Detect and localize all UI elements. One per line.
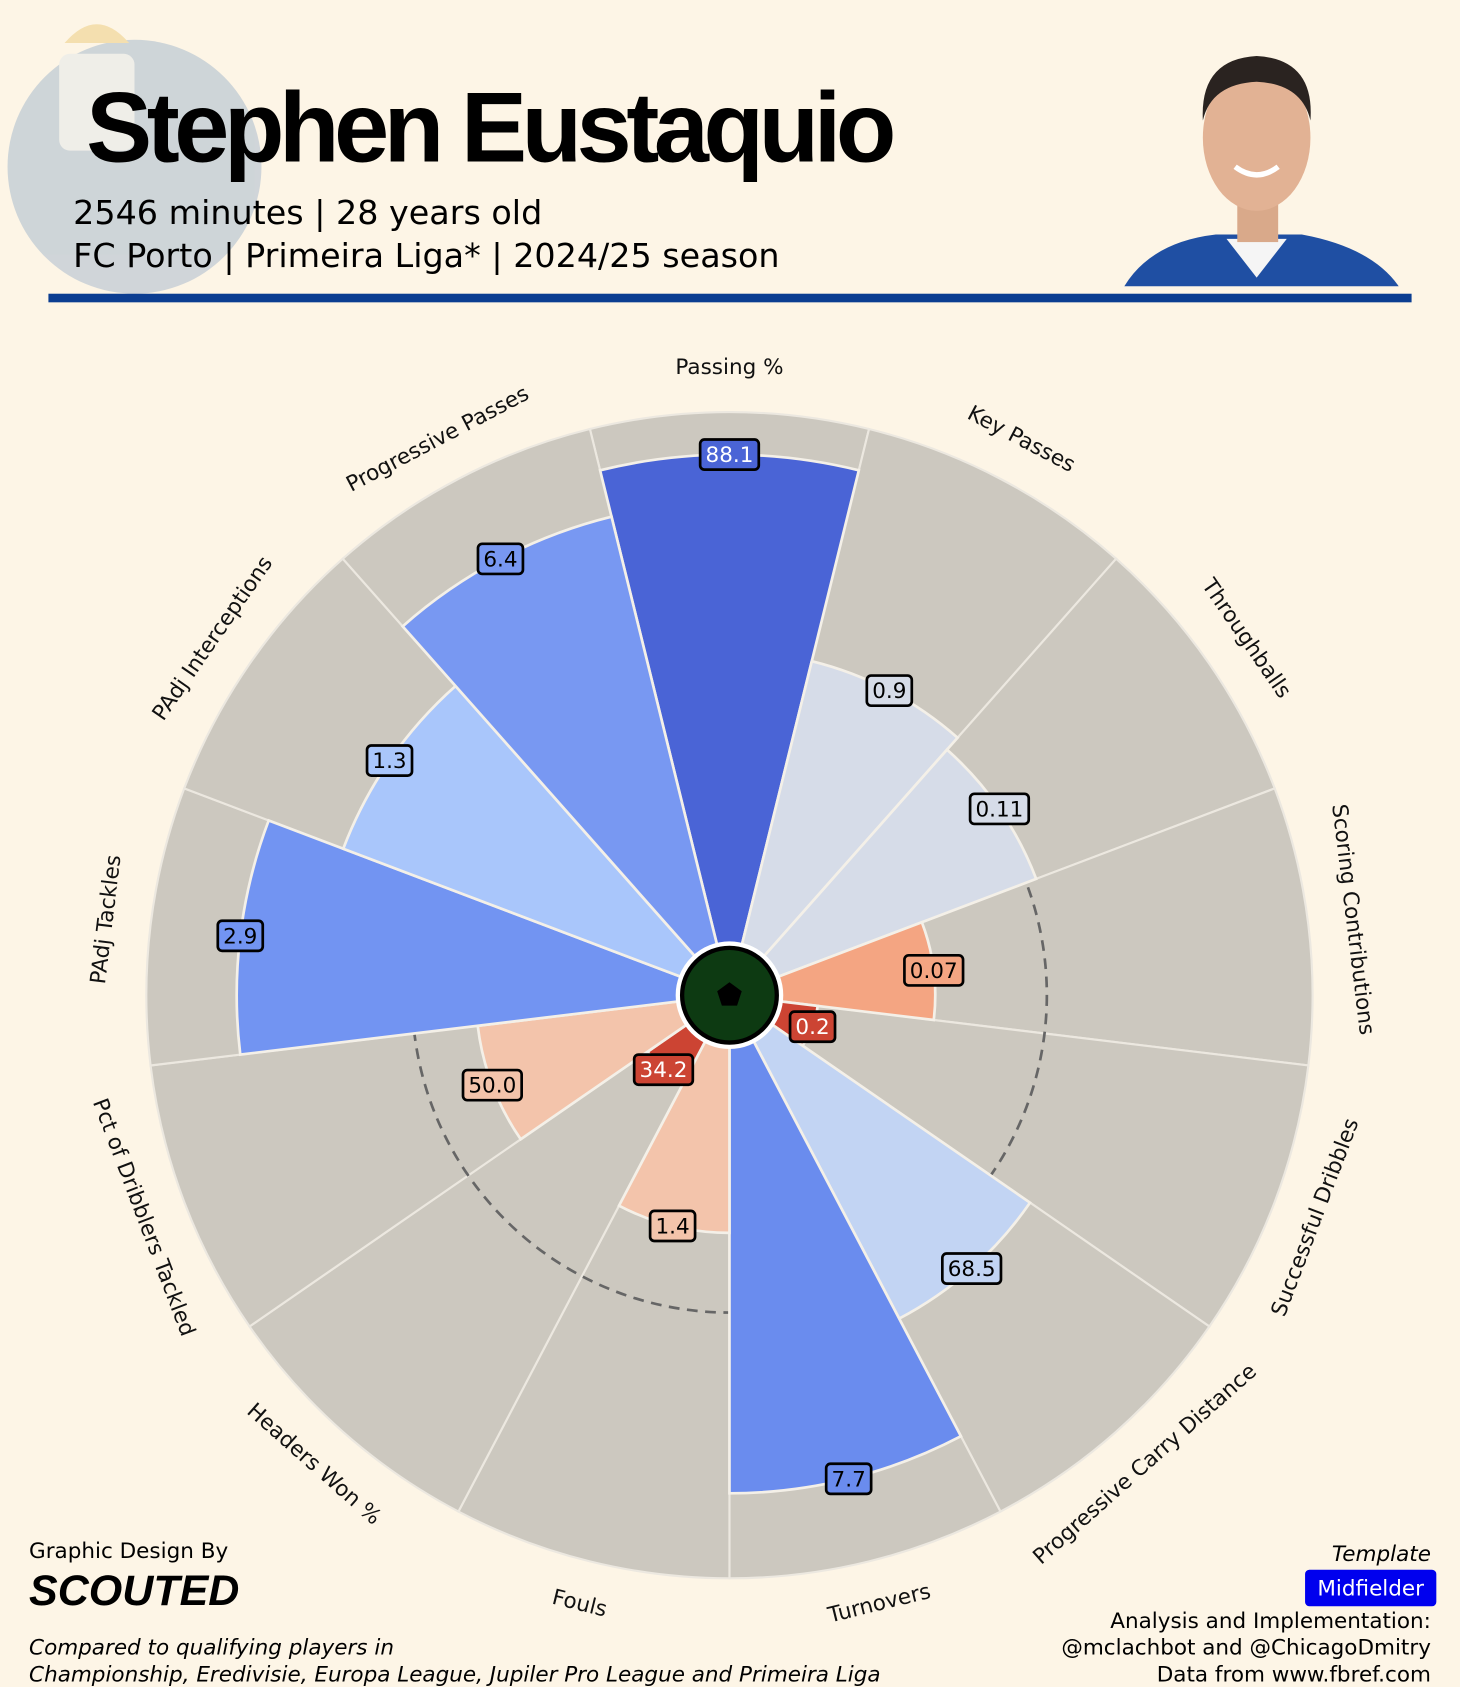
value-label: 68.5	[948, 1257, 996, 1282]
value-label: 7.7	[832, 1467, 866, 1492]
value-label-box	[365, 744, 414, 777]
value-label-box	[461, 1068, 523, 1102]
value-label: 6.4	[483, 547, 517, 572]
header-rule	[48, 293, 1412, 303]
value-label-box	[865, 674, 914, 708]
player-name: Stephen Eustaquio	[86, 71, 893, 182]
value-label: 50.0	[468, 1074, 516, 1099]
value-label: 0.11	[975, 797, 1023, 822]
value-label: 1.4	[655, 1214, 689, 1239]
category-label: Passing %	[675, 355, 783, 380]
value-label-box	[698, 438, 761, 471]
value-label-box	[903, 953, 965, 987]
template: Midfielder	[1317, 1577, 1424, 1602]
value-label: 34.2	[640, 1058, 688, 1083]
value-label-box	[940, 1252, 1003, 1285]
value-label-box	[216, 919, 265, 953]
value-label: 0.07	[910, 959, 958, 984]
value-label: 0.2	[795, 1015, 829, 1040]
value-label: 1.3	[372, 749, 406, 774]
value-label-box	[968, 792, 1031, 826]
club-logo	[7, 24, 262, 294]
credit: Data from www.fbref.com	[1157, 1663, 1431, 1687]
credit: Analysis and Implementation:	[1110, 1609, 1431, 1634]
value-label-box	[788, 1010, 837, 1044]
template-label: Template	[1332, 1542, 1431, 1567]
value-label: 0.9	[872, 679, 906, 704]
note: Championship, Eredivisie, Europa League,…	[29, 1663, 881, 1687]
value-label-box	[476, 542, 525, 576]
template-badge	[1305, 1569, 1437, 1607]
note: Compared to qualifying players in	[29, 1636, 394, 1661]
player-photo	[1124, 55, 1399, 287]
subtitle: FC Porto | Primeira Liga* | 2024/25 seas…	[73, 236, 779, 275]
center-ball-patch	[717, 982, 742, 1006]
brand: SCOUTED	[29, 1567, 239, 1615]
value-label-box	[648, 1209, 697, 1243]
value-label-box	[632, 1053, 695, 1087]
design-credit: Graphic Design By	[29, 1539, 228, 1564]
value-label-box	[824, 1462, 873, 1496]
subtitle: 2546 minutes | 28 years old	[73, 193, 542, 232]
value-label: 2.9	[223, 924, 257, 949]
credit: @mclachbot and @ChicagoDmitry	[1061, 1636, 1431, 1661]
value-label: 88.1	[706, 443, 754, 468]
